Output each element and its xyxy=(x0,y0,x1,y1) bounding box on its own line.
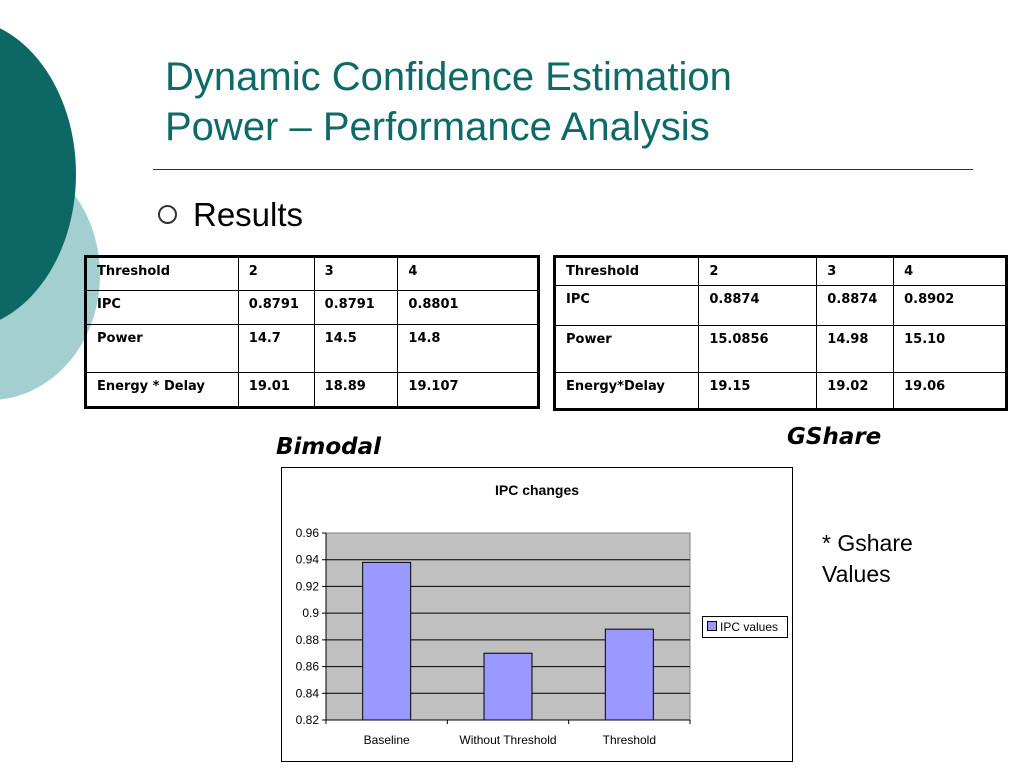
y-tick-label: 0.96 xyxy=(296,526,320,540)
table-cell: 15.10 xyxy=(893,325,1007,373)
slide-title: Dynamic Confidence Estimation Power – Pe… xyxy=(165,52,732,152)
table-cell: Threshold xyxy=(85,256,239,291)
slide-title-line-1: Dynamic Confidence Estimation xyxy=(165,55,732,99)
table-cell: 0.8791 xyxy=(237,290,315,325)
table-cell: 0.8801 xyxy=(397,290,539,325)
table-cell: 19.02 xyxy=(816,372,895,410)
ipc-chart: IPC changes 0.96 0.94 0.92 0.9 0.88 0.86 0.84 0… xyxy=(281,467,793,762)
title-divider xyxy=(153,169,973,170)
table-cell: 15.0856 xyxy=(698,325,818,373)
chart-title: IPC changes xyxy=(494,482,580,498)
decorative-circles xyxy=(0,0,110,420)
hollow-circle-bullet-icon xyxy=(158,204,177,224)
table-cell: Power xyxy=(85,324,239,373)
table-cell: Energy * Delay xyxy=(85,372,239,408)
bar-3 xyxy=(604,628,654,721)
table-cell: 14.5 xyxy=(313,324,399,373)
table-cell: 19.107 xyxy=(397,372,539,408)
table-cell: 4 xyxy=(893,256,1007,286)
x-tick-label: Without Threshold xyxy=(459,733,556,747)
y-tick-label: 0.94 xyxy=(296,553,320,567)
bimodal-caption: Bimodal xyxy=(276,434,382,460)
bar-2 xyxy=(483,652,533,721)
table-cell: 0.8791 xyxy=(313,290,399,325)
table-cell: Threshold xyxy=(553,256,700,286)
chart-plot: 0.96 0.94 0.92 0.9 0.88 0.86 0.84 0.82 Baseline W… xyxy=(296,526,691,747)
table-cell: 14.8 xyxy=(397,324,539,373)
table-cell: Energy*Delay xyxy=(553,372,700,410)
table-cell: 18.89 xyxy=(313,372,399,408)
table-cell: 0.8874 xyxy=(816,285,895,326)
table-cell: 0.8874 xyxy=(698,285,818,326)
table-cell: IPC xyxy=(553,285,700,326)
y-tick-label: 0.9 xyxy=(302,606,319,620)
table-cell: IPC xyxy=(85,290,239,325)
chart-legend: IPC values xyxy=(702,616,788,638)
y-tick-label: 0.86 xyxy=(296,660,320,674)
gshare-caption: GShare xyxy=(787,424,882,450)
table-cell: 0.8902 xyxy=(893,285,1007,326)
bar-1 xyxy=(362,561,412,721)
legend-swatch xyxy=(707,621,717,631)
y-tick-label: 0.82 xyxy=(296,713,320,727)
table-cell: 3 xyxy=(313,256,399,291)
y-tick-label: 0.84 xyxy=(296,686,320,700)
bullet-results: Results xyxy=(158,196,303,234)
table-cell: 3 xyxy=(816,256,895,286)
table-cell: 14.98 xyxy=(816,325,895,373)
bullet-text: Results xyxy=(193,196,304,233)
y-tick-label: 0.88 xyxy=(296,633,320,647)
slide-title-line-2: Power – Performance Analysis xyxy=(165,105,710,149)
x-tick-label: Baseline xyxy=(364,733,410,747)
table-cell: 14.7 xyxy=(237,324,315,373)
table-cell: Power xyxy=(553,325,700,373)
y-tick-label: 0.92 xyxy=(296,579,320,593)
table-cell: 2 xyxy=(698,256,818,286)
legend-label: IPC values xyxy=(720,620,779,634)
bimodal-table: Threshold 2 3 4 IPC 0.8791 0.8791 0.8801… xyxy=(84,255,540,409)
x-tick-label: Threshold xyxy=(603,733,656,747)
table-cell: 19.06 xyxy=(893,372,1007,410)
gshare-note: * Gshare Values xyxy=(822,530,913,587)
gshare-table: Threshold 2 3 4 IPC 0.8874 0.8874 0.8902… xyxy=(553,255,1008,411)
table-cell: 19.01 xyxy=(237,372,315,408)
table-cell: 19.15 xyxy=(698,372,818,410)
table-cell: 2 xyxy=(237,256,315,291)
table-cell: 4 xyxy=(397,256,539,291)
